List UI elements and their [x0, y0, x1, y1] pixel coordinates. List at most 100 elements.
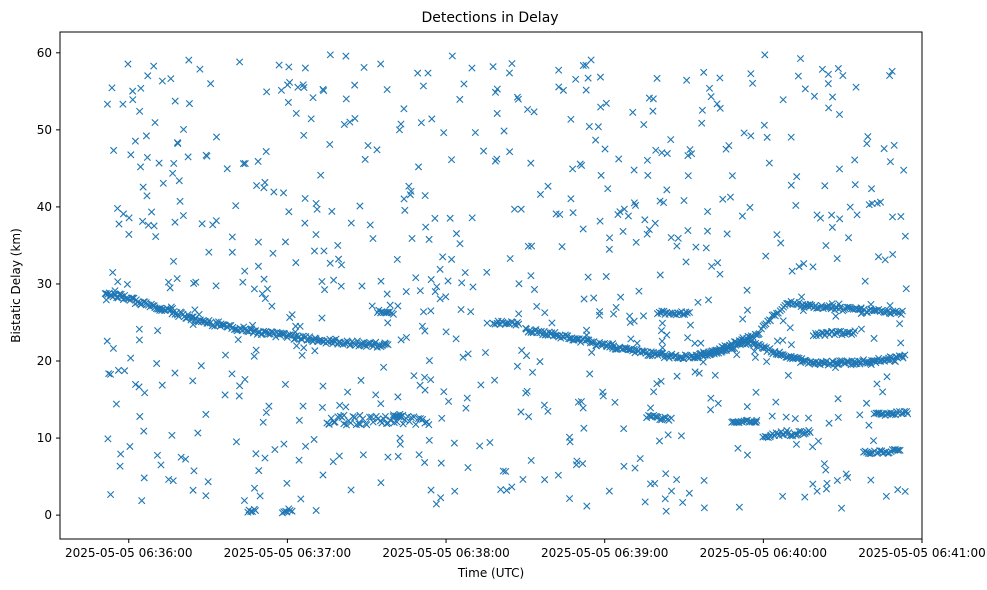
detection-point — [814, 437, 823, 445]
detection-point — [114, 366, 123, 374]
detection-point — [342, 52, 350, 60]
detection-point — [877, 447, 885, 456]
detection-point — [527, 242, 536, 250]
detection-point — [686, 321, 695, 329]
detection-point — [791, 415, 799, 423]
detection-point — [523, 105, 532, 114]
detection-point — [828, 223, 836, 231]
detection-point — [658, 337, 666, 345]
detection-point — [620, 425, 628, 433]
detection-point — [347, 486, 355, 494]
detection-point — [544, 407, 552, 415]
detection-point — [395, 126, 404, 134]
detection-point — [232, 438, 241, 446]
detection-point — [337, 261, 346, 269]
detection-point — [278, 330, 286, 338]
detection-point — [773, 337, 782, 345]
detection-point — [396, 440, 404, 448]
detection-point — [508, 59, 516, 68]
detection-point — [196, 65, 204, 73]
detection-point — [684, 152, 692, 160]
detection-point — [874, 253, 883, 261]
detection-point — [299, 81, 307, 89]
detection-point — [218, 321, 227, 329]
detection-point — [894, 486, 902, 494]
detection-point — [446, 214, 454, 222]
detection-point — [239, 278, 247, 286]
detection-point — [833, 254, 841, 263]
detection-point — [437, 459, 445, 467]
detection-point — [356, 202, 364, 210]
detection-point — [792, 201, 800, 210]
detection-point — [820, 359, 828, 368]
detection-point — [597, 103, 605, 111]
detection-point — [601, 145, 609, 153]
detection-point — [452, 335, 460, 343]
detection-point — [288, 507, 296, 515]
detection-point — [576, 160, 584, 168]
detection-point — [667, 233, 675, 242]
detection-point — [396, 434, 404, 442]
detection-point — [137, 84, 145, 92]
detection-point — [342, 421, 350, 429]
detection-point — [136, 412, 144, 421]
detection-point — [609, 310, 618, 318]
detection-point — [328, 207, 336, 215]
detection-point — [897, 339, 905, 347]
detection-point — [126, 442, 134, 451]
detection-point — [240, 496, 249, 505]
detection-point — [320, 247, 328, 255]
detection-point — [743, 286, 751, 294]
detection-point — [144, 72, 152, 80]
detection-point — [198, 220, 206, 228]
detection-point — [300, 83, 308, 92]
detection-point — [491, 376, 499, 384]
detection-point — [644, 171, 652, 179]
detection-point — [616, 293, 625, 301]
detection-point — [156, 306, 164, 314]
detection-point — [168, 431, 176, 439]
detection-point — [797, 293, 806, 301]
detection-point — [752, 418, 760, 426]
detection-point — [513, 362, 522, 370]
detection-point — [807, 302, 815, 310]
detection-point — [330, 418, 338, 426]
x-tick-label: 2025-05-05 06:40:00 — [700, 546, 827, 560]
detection-point — [306, 333, 314, 341]
detection-point — [286, 313, 294, 322]
detection-point — [733, 351, 741, 359]
detection-point — [755, 330, 763, 338]
detection-point — [158, 381, 166, 389]
detection-point — [822, 466, 830, 474]
detection-point — [384, 419, 392, 427]
detection-point — [197, 362, 205, 370]
detection-point — [677, 432, 686, 440]
detection-point — [747, 70, 755, 78]
detection-point — [821, 182, 829, 190]
detection-point — [565, 495, 574, 503]
detection-point — [185, 100, 194, 108]
detection-point — [828, 93, 837, 101]
detection-point — [867, 476, 875, 484]
detection-point — [169, 477, 177, 485]
detection-point — [835, 300, 843, 308]
detection-point — [313, 205, 321, 213]
detection-point — [379, 363, 388, 371]
detection-point — [169, 257, 178, 265]
detection-point — [261, 178, 269, 186]
detection-point — [284, 98, 292, 106]
detection-point — [530, 108, 538, 116]
detection-point — [743, 306, 752, 314]
detection-point — [641, 216, 649, 224]
detection-point — [292, 259, 300, 267]
detection-point — [796, 54, 805, 63]
detection-point — [680, 197, 688, 205]
detection-point — [674, 234, 682, 242]
detection-point — [843, 303, 851, 312]
detection-point — [394, 393, 402, 401]
detection-point — [653, 74, 661, 82]
detection-point — [602, 99, 610, 107]
detection-point — [241, 375, 249, 383]
detection-point — [786, 432, 794, 440]
detection-point — [779, 96, 787, 104]
